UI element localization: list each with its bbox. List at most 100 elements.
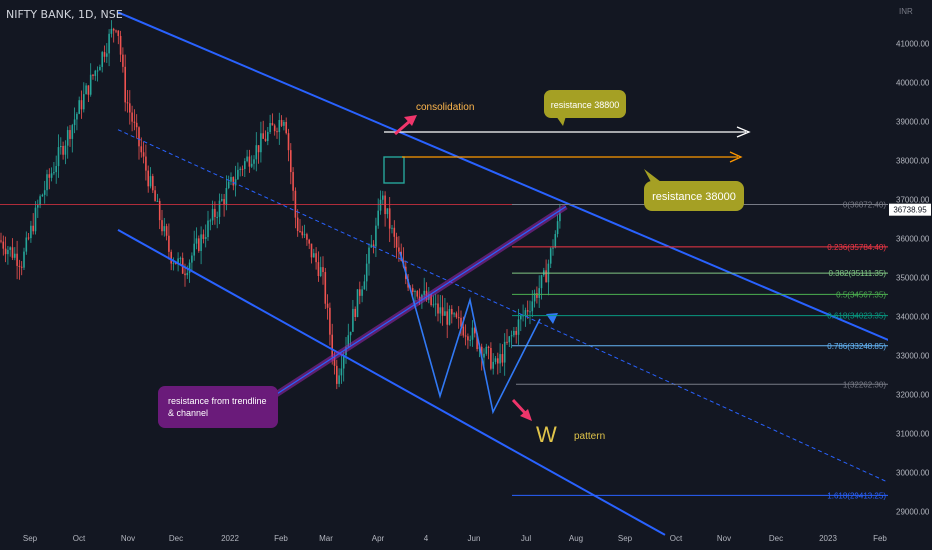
y-tick-label: 35000.00 <box>896 274 930 283</box>
price-axis[interactable]: INR 41000.00 40000.00 39000.00 38000.00 37000… <box>888 0 932 550</box>
candle-body <box>524 310 527 316</box>
trendline-label-1: resistance from trendline <box>168 396 267 406</box>
candle-body <box>310 243 313 258</box>
candle-body <box>267 132 269 142</box>
candle-body <box>464 335 467 337</box>
candle-body <box>329 307 331 335</box>
last-price-label: 36738.95 <box>893 206 927 215</box>
price-axis-bg <box>888 0 932 550</box>
candle-body <box>37 205 39 208</box>
consolidation-arrowhead <box>404 115 417 126</box>
candle-body <box>154 190 156 202</box>
candle-body <box>85 85 87 95</box>
candle-body <box>163 226 166 232</box>
trendline-callout <box>158 386 278 428</box>
trendline-label-2: & channel <box>168 408 208 418</box>
candle-body <box>175 262 177 264</box>
candle-body <box>124 66 126 103</box>
candle-body <box>388 208 391 229</box>
y-tick-label: 31000.00 <box>896 430 930 439</box>
candle-body <box>290 150 292 173</box>
candle-body <box>264 138 267 142</box>
y-tick-label: 40000.00 <box>896 79 930 88</box>
candle-body <box>103 52 106 57</box>
candle-body <box>556 221 559 235</box>
candle-body <box>140 146 143 153</box>
candle-body <box>122 54 124 67</box>
x-tick-label: Jul <box>521 534 531 543</box>
candle-body <box>513 330 515 336</box>
candle-body <box>117 30 120 36</box>
candle-body <box>526 310 529 312</box>
candle-body <box>89 74 92 95</box>
candle-body <box>471 327 474 340</box>
candle-body <box>469 339 471 341</box>
candle-body <box>7 249 9 255</box>
y-tick-label: 33000.00 <box>896 352 930 361</box>
symbol-title[interactable]: NIFTY BANK, 1D, NSE <box>6 8 123 21</box>
candle-body <box>455 313 458 318</box>
fib-level-label: 0(36872.40) <box>843 200 886 209</box>
candle-body <box>165 226 168 236</box>
y-tick-label: 34000.00 <box>896 313 930 322</box>
candle-body <box>133 121 136 123</box>
candle-body <box>559 213 561 222</box>
candle-body <box>142 152 145 157</box>
candle-body <box>411 288 414 292</box>
candle-body <box>57 147 60 167</box>
fib-level-label: 0.236(35784.40) <box>827 243 886 252</box>
candle-body <box>317 262 320 277</box>
candle-body <box>492 361 494 369</box>
candle-body <box>191 255 193 263</box>
candle-body <box>147 170 149 187</box>
candle-body <box>80 100 83 110</box>
candle-body <box>4 248 7 255</box>
candle-body <box>25 237 28 252</box>
x-tick-label: Apr <box>372 534 385 543</box>
candle-body <box>209 220 212 222</box>
candle-body <box>347 335 350 347</box>
candle-body <box>158 200 161 221</box>
candle-body <box>11 247 14 258</box>
candle-body <box>333 356 336 366</box>
y-tick-label: 39000.00 <box>896 118 930 127</box>
time-axis[interactable]: Sep Oct Nov Dec 2022 Feb Mar Apr 4 Jun Jul Aug Sep Oc… <box>23 534 888 543</box>
candle-body <box>474 327 476 334</box>
candle-body <box>315 253 317 263</box>
candle-body <box>193 243 195 256</box>
candle-body <box>269 123 271 133</box>
candle-body <box>483 353 485 358</box>
candle-body <box>138 127 140 147</box>
candle-body <box>271 123 274 126</box>
candle-body <box>439 307 442 314</box>
candle-body <box>223 199 225 205</box>
candle-body <box>14 253 16 258</box>
candle-body <box>368 247 370 264</box>
candle-body <box>101 52 103 67</box>
candle-body <box>377 210 379 226</box>
candle-body <box>540 275 543 289</box>
candle-body <box>179 257 182 259</box>
w-pattern-arrowhead <box>546 313 558 324</box>
candle-body <box>55 166 57 173</box>
x-tick-label: Aug <box>569 534 583 543</box>
candle-body <box>303 234 306 236</box>
candle-body <box>457 317 460 319</box>
y-tick-label: 41000.00 <box>896 40 930 49</box>
candle-body <box>273 125 276 132</box>
candle-body <box>216 216 218 218</box>
candle-body <box>338 375 340 384</box>
y-tick-label: 30000.00 <box>896 469 930 478</box>
w-arrowhead <box>520 409 532 421</box>
w-pattern-line <box>399 251 541 415</box>
candle-body <box>241 168 244 170</box>
candle-body <box>278 119 281 133</box>
channel-mid-line <box>117 129 889 483</box>
candle-body <box>195 238 198 244</box>
x-tick-label: 4 <box>424 534 429 543</box>
candle-body <box>152 176 154 191</box>
candle-body <box>363 281 366 290</box>
candle-body <box>296 217 299 231</box>
candle-body <box>239 168 241 170</box>
